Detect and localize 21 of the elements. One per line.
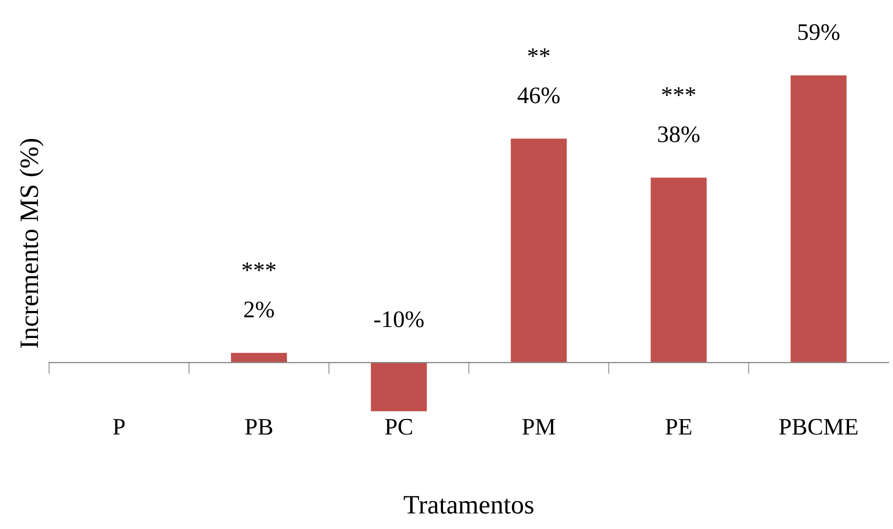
text: ** xyxy=(528,48,550,58)
bar xyxy=(650,178,707,363)
x-tick-label: PBCME xyxy=(779,418,858,435)
bar xyxy=(370,362,427,412)
data-label: 38% xyxy=(658,126,700,142)
data-label: 59% xyxy=(798,24,840,40)
y-axis-title: Incremento MS (%) xyxy=(20,138,44,348)
x-tick-label: PC xyxy=(385,418,412,435)
data-label: -10% xyxy=(374,311,424,328)
x-tick-label: PE xyxy=(666,419,692,435)
annotation: *** xyxy=(662,87,696,96)
x-tick-label: PM xyxy=(522,419,556,435)
data-label: 2% xyxy=(244,302,274,318)
x-tick-label: PB xyxy=(245,419,272,435)
x-axis-title: Tratamentos xyxy=(404,496,534,514)
bar xyxy=(790,75,847,363)
bar xyxy=(510,138,567,363)
data-label: 46% xyxy=(518,87,560,104)
x-tick-label: P xyxy=(113,419,125,435)
bar xyxy=(230,352,287,363)
annotation: *** xyxy=(242,262,276,272)
